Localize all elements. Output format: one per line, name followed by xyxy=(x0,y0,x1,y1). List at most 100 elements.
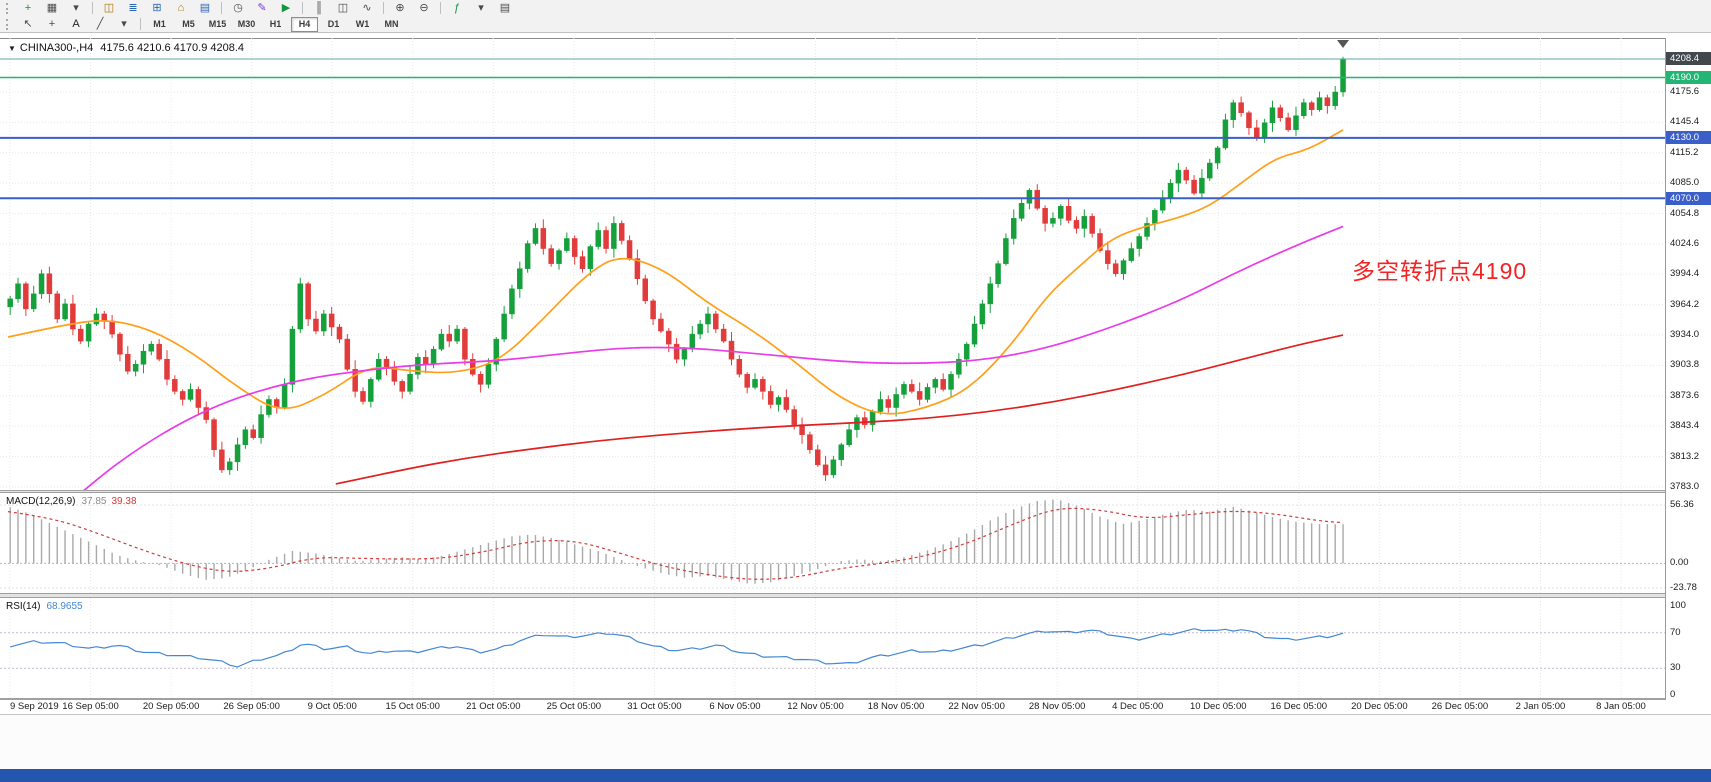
toolbar-separator xyxy=(302,2,303,14)
time-label: 18 Nov 05:00 xyxy=(867,701,925,712)
rsi-canvas[interactable] xyxy=(0,598,1665,698)
timeframe-button-M5[interactable]: M5 xyxy=(182,19,195,29)
windows-taskbar[interactable] xyxy=(0,769,1711,782)
timeframe-button-M1[interactable]: M1 xyxy=(153,19,166,29)
chart-dropdown-icon[interactable]: ▾ xyxy=(73,1,79,14)
price-tick-label: 4175.6 xyxy=(1670,86,1700,97)
crosshair-icon[interactable]: + xyxy=(48,17,56,30)
timeframe-button-M30[interactable]: M30 xyxy=(237,19,256,29)
cursor-icon[interactable]: ↖ xyxy=(23,17,33,30)
price-tick-label: 3903.8 xyxy=(1670,359,1700,371)
toolbar-separator xyxy=(440,2,441,14)
time-label: 20 Dec 05:00 xyxy=(1351,701,1408,712)
toolbar-row-linestudies-timeframes: ↖ + A ╱ ▾ M1 M5 M15 M30 H1 H4 D1 W1 MN xyxy=(0,16,1711,32)
timeframe-button-H4[interactable]: H4 xyxy=(291,16,318,32)
macd-canvas[interactable] xyxy=(0,493,1665,593)
timeframe-button-W1[interactable]: W1 xyxy=(355,19,370,29)
time-scale[interactable]: 9 Sep 2019 16 Sep 05:00 20 Sep 05:00 26 Sep… xyxy=(0,700,1665,714)
price-tick-label: 56.36 xyxy=(1670,499,1694,511)
price-tick-label: 0 xyxy=(1670,689,1676,700)
price-tick-label: 4024.6 xyxy=(1670,237,1700,249)
timeframe-button-MN[interactable]: MN xyxy=(384,19,399,29)
metaeditor-icon[interactable]: ✎ xyxy=(257,1,267,14)
time-label: 21 Oct 05:00 xyxy=(466,701,521,712)
price-tick-label: 3934.0 xyxy=(1670,329,1700,341)
price-tag-4070.0: 4070.0 xyxy=(1666,191,1711,205)
panel-separator[interactable] xyxy=(0,698,1711,700)
panel-separator[interactable] xyxy=(0,593,1711,598)
rsi-value: 68.9655 xyxy=(46,601,83,612)
chart-ohlc-values: 4175.6 4210.6 4170.9 4208.4 xyxy=(100,42,245,54)
time-label: 9 Oct 05:00 xyxy=(307,701,357,712)
ma-slow-red xyxy=(335,334,1344,485)
price-tag-4190.0: 4190.0 xyxy=(1666,71,1711,84)
price-tick-label: 70 xyxy=(1670,626,1681,638)
chart-text-annotation[interactable]: 多空转折点4190 xyxy=(1352,258,1528,284)
price-scale[interactable]: 4175.6 4145.4 4115.2 4085.0 4054.8 4024.6 3994… xyxy=(1665,38,1711,700)
price-tick-label: 3843.4 xyxy=(1670,420,1700,432)
periods-dropdown-icon[interactable]: ▾ xyxy=(478,1,484,14)
timeframe-button-H1[interactable]: H1 xyxy=(269,19,282,29)
zoom-out-icon[interactable]: ⊖ xyxy=(419,1,429,14)
chart-top-border xyxy=(0,38,1711,39)
zoom-in-icon[interactable]: ⊕ xyxy=(395,1,405,14)
objects-dropdown-icon[interactable]: ▾ xyxy=(121,17,127,30)
toolbar-drag-handle[interactable] xyxy=(6,2,12,14)
time-label: 2 Jan 05:00 xyxy=(1515,701,1566,712)
toolbar-separator xyxy=(383,2,384,14)
line-chart-icon[interactable]: ∿ xyxy=(362,1,372,14)
macd-main-value: 37.85 xyxy=(81,496,107,507)
market-watch-icon[interactable]: ≣ xyxy=(128,1,138,14)
bars-chart-icon[interactable]: ║ xyxy=(315,1,323,14)
timeframe-button-D1[interactable]: D1 xyxy=(327,19,340,29)
timeframe-button-M15[interactable]: M15 xyxy=(208,19,227,29)
price-tick-label: 4115.2 xyxy=(1670,146,1699,158)
toolbar-drag-handle[interactable] xyxy=(6,18,12,30)
toolbar-separator xyxy=(140,18,141,30)
toolbar: + ▦ ▾ ◫ ≣ ⊞ ⌂ ▤ ◷ ✎ ▶ ║ ◫ ∿ ⊕ ⊖ ƒ ▾ ▤ ↖ + A ╱ ▾ M1 M5 M15 M30 H1 H4 D… xyxy=(0,0,1711,33)
chart-shift-marker[interactable] xyxy=(1337,40,1349,48)
rsi-name: RSI(14) xyxy=(6,601,41,612)
ma-fast-orange xyxy=(7,129,1344,415)
data-window-icon[interactable]: ⊞ xyxy=(152,1,162,14)
price-tick-label: -23.78 xyxy=(1670,582,1697,594)
price-tick-label: 0.00 xyxy=(1670,557,1689,569)
bottom-strip xyxy=(0,714,1711,769)
price-tick-label: 4054.8 xyxy=(1670,207,1700,219)
charts-list-icon[interactable]: ▦ xyxy=(46,1,58,14)
time-label: 25 Oct 05:00 xyxy=(546,701,602,712)
price-tick-label: 3964.2 xyxy=(1670,298,1700,310)
macd-signal-line xyxy=(7,507,1344,580)
indicators-icon[interactable]: ƒ xyxy=(453,1,461,14)
price-tick-label: 4145.4 xyxy=(1670,116,1700,128)
chart-menu-caret-icon[interactable]: ▼ xyxy=(8,44,16,53)
new-order-icon[interactable]: + xyxy=(24,1,32,14)
time-label: 28 Nov 05:00 xyxy=(1028,701,1086,712)
autotrading-icon[interactable]: ▶ xyxy=(281,1,291,14)
time-label: 4 Dec 05:00 xyxy=(1112,701,1164,712)
macd-signal-value: 39.38 xyxy=(111,496,137,507)
candlestick-chart-icon[interactable]: ◫ xyxy=(337,1,349,14)
strategy-tester-icon[interactable]: ◷ xyxy=(233,1,243,14)
ma-mid-magenta xyxy=(83,225,1344,490)
terminal-icon[interactable]: ▤ xyxy=(199,1,211,14)
panel-separator[interactable] xyxy=(0,490,1711,493)
time-label: 10 Dec 05:00 xyxy=(1189,701,1247,712)
templates-icon[interactable]: ▤ xyxy=(499,1,511,14)
time-label: 16 Sep 05:00 xyxy=(62,701,119,712)
text-tool-icon[interactable]: A xyxy=(72,17,80,30)
price-tick-label: 3873.6 xyxy=(1670,389,1700,401)
candles-series xyxy=(7,56,1346,481)
profiles-icon[interactable]: ◫ xyxy=(103,1,115,14)
time-label: 31 Oct 05:00 xyxy=(627,701,682,712)
trendline-icon[interactable]: ╱ xyxy=(96,17,104,30)
time-label: 12 Nov 05:00 xyxy=(787,701,844,712)
price-chart-canvas[interactable] xyxy=(0,38,1665,490)
time-label: 16 Dec 05:00 xyxy=(1270,701,1328,712)
time-label: 8 Jan 05:00 xyxy=(1596,701,1646,712)
current-price-tag: 4208.4 xyxy=(1666,52,1711,66)
time-label: 22 Nov 05:00 xyxy=(948,701,1005,712)
navigator-icon[interactable]: ⌂ xyxy=(177,1,185,14)
time-label: 9 Sep 2019 xyxy=(10,701,59,712)
